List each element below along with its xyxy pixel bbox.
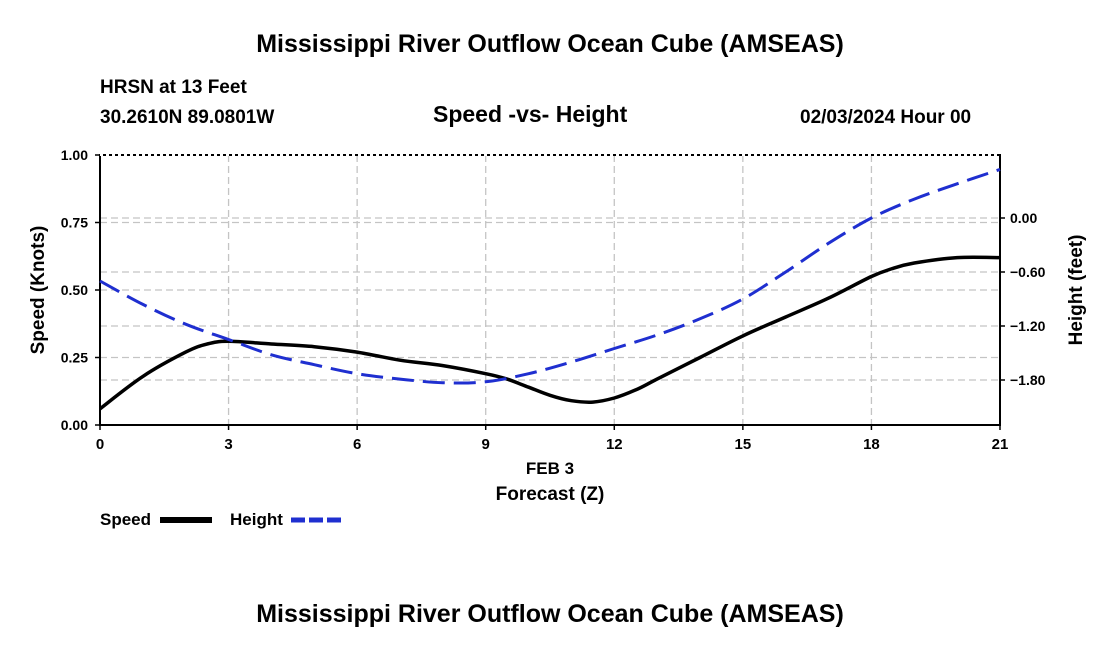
chart-main-title: Mississippi River Outflow Ocean Cube (AM…	[256, 30, 844, 58]
x-date-label: FEB 3	[526, 459, 574, 478]
legend-speed-label: Speed	[100, 510, 151, 529]
x-tick-label: 9	[482, 436, 490, 453]
x-tick-label: 12	[606, 436, 623, 453]
series-line-height	[99, 167, 1001, 385]
station-label: HRSN at 13 Feet	[100, 77, 247, 98]
chart-main-title-repeat: Mississippi River Outflow Ocean Cube (AM…	[256, 600, 844, 628]
y-right-tick-label: −1.80	[1010, 372, 1046, 388]
x-tick-label: 18	[863, 436, 880, 453]
axis-ticks: 0 3 6 9 12 15 18 21 0.00 0.25 0.50 0.75 1.00 −1.80 −1.…	[61, 147, 1046, 453]
x-tick-label: 0	[96, 436, 104, 453]
x-axis-title: Forecast (Z)	[496, 484, 605, 505]
y-right-tick-label: −0.60	[1010, 264, 1046, 280]
y-right-axis-title: Height (feet)	[1066, 235, 1087, 346]
forecast-datetime: 02/03/2024 Hour 00	[800, 107, 972, 128]
legend: Speed Height	[100, 510, 343, 529]
y-left-tick-label: 0.25	[61, 350, 88, 366]
x-tick-label: 15	[735, 436, 752, 453]
chart-subtitle: Speed -vs- Height	[433, 101, 628, 127]
grid	[100, 155, 1000, 425]
data-series	[98, 167, 1001, 411]
x-tick-label: 3	[224, 436, 232, 453]
legend-height-label: Height	[230, 510, 283, 529]
series-line-speed	[98, 255, 1001, 411]
x-tick-label: 6	[353, 436, 361, 453]
y-right-tick-label: 0.00	[1010, 210, 1037, 226]
y-right-tick-label: −1.20	[1010, 318, 1046, 334]
y-left-tick-label: 0.00	[61, 417, 88, 433]
y-left-tick-label: 0.75	[61, 215, 88, 231]
station-coords: 30.2610N 89.0801W	[100, 107, 275, 128]
x-tick-label: 21	[992, 436, 1009, 453]
y-left-tick-label: 0.50	[61, 282, 88, 298]
y-left-tick-label: 1.00	[61, 147, 88, 163]
y-left-axis-title: Speed (Knots)	[28, 226, 49, 355]
